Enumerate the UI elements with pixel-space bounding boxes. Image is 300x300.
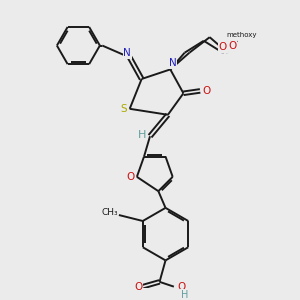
Text: S: S <box>120 104 127 114</box>
Text: O: O <box>219 42 227 52</box>
Text: O: O <box>228 40 236 50</box>
Text: N: N <box>123 48 131 58</box>
Text: H: H <box>137 130 146 140</box>
Text: CH₃: CH₃ <box>101 208 118 217</box>
Text: O: O <box>134 282 142 292</box>
Text: N: N <box>169 58 177 68</box>
Text: O: O <box>202 86 210 96</box>
Text: methoxy: methoxy <box>227 32 257 38</box>
Text: O: O <box>177 282 185 292</box>
Text: O: O <box>127 172 135 182</box>
Text: H: H <box>181 290 188 300</box>
